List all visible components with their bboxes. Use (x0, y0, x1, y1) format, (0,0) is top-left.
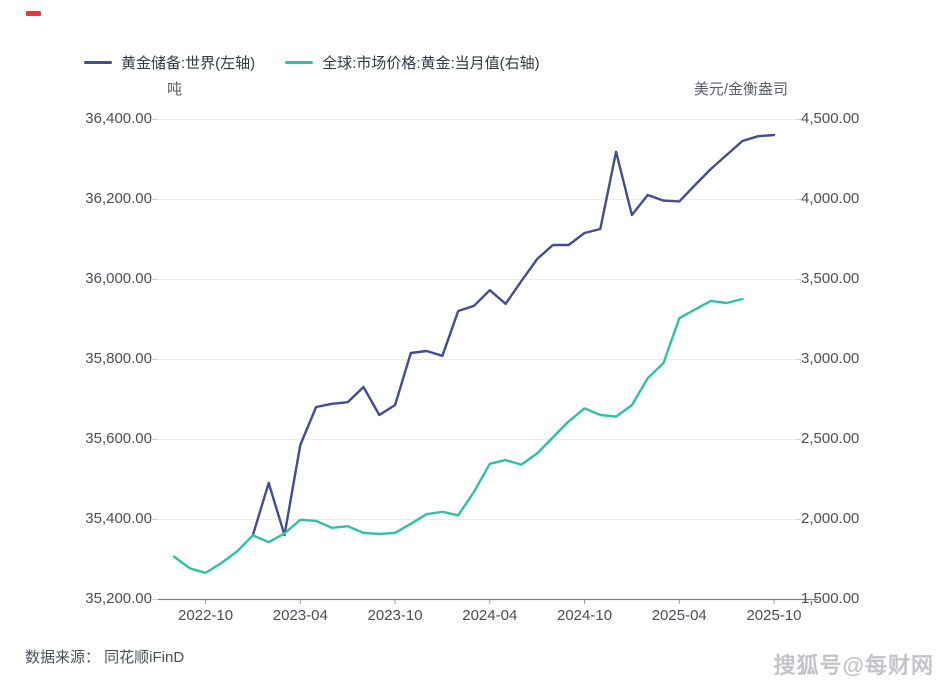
legend-label-gold-price: 全球:市场价格:黄金:当月值(右轴) (322, 55, 540, 72)
chart-legend: 黄金储备:世界(左轴) 全球:市场价格:黄金:当月值(右轴) (84, 52, 540, 73)
right-axis-tick-label: 2,000.00 (801, 510, 860, 527)
left-axis-tick-label: 35,600.00 (85, 430, 152, 447)
x-axis-tick-label: 2025-10 (746, 607, 802, 624)
legend-line-swatch-price (285, 61, 314, 64)
right-axis-tick-label: 2,500.00 (801, 430, 860, 447)
legend-item-gold-price[interactable]: 全球:市场价格:黄金:当月值(右轴) (285, 52, 540, 73)
x-axis-tick-label: 2025-04 (651, 607, 707, 624)
x-axis-tick-label: 2023-10 (367, 607, 423, 624)
left-axis-tick-label: 35,800.00 (85, 350, 152, 367)
watermark-sohu: 搜狐号@每财网 (773, 653, 934, 678)
left-axis-tick-label: 36,000.00 (85, 270, 152, 287)
legend-label-gold-reserves: 黄金储备:世界(左轴) (121, 55, 256, 72)
left-axis-tick-label: 36,200.00 (85, 190, 152, 207)
x-axis-tick-label: 2022-10 (178, 607, 234, 624)
legend-item-gold-reserves[interactable]: 黄金储备:世界(左轴) (84, 52, 255, 73)
x-axis-tick-label: 2024-10 (556, 607, 613, 624)
right-axis-unit-label: 美元/金衡盎司 (693, 81, 788, 98)
series-line-gold-price (172, 297, 744, 575)
red-dash-marker (26, 11, 41, 16)
left-axis-tick-label: 36,400.00 (85, 110, 152, 127)
legend-line-swatch-reserves (84, 61, 112, 64)
left-axis-tick-label: 35,200.00 (85, 590, 152, 607)
series-line-gold-reserves (251, 133, 776, 537)
right-axis-tick-label: 3,000.00 (801, 350, 860, 367)
x-axis-tick-label: 2023-04 (272, 607, 328, 624)
right-axis-tick-label: 1,500.00 (801, 590, 860, 607)
left-axis-tick-label: 35,400.00 (85, 510, 152, 527)
right-axis-tick-label: 4,500.00 (801, 110, 860, 127)
data-source-note: 数据来源： 同花顺iFinD (25, 649, 185, 666)
right-axis-tick-label: 4,000.00 (801, 190, 860, 207)
left-axis-unit-label: 吨 (167, 81, 183, 98)
x-axis-tick-label: 2024-04 (462, 607, 518, 624)
right-axis-tick-label: 3,500.00 (801, 270, 860, 287)
